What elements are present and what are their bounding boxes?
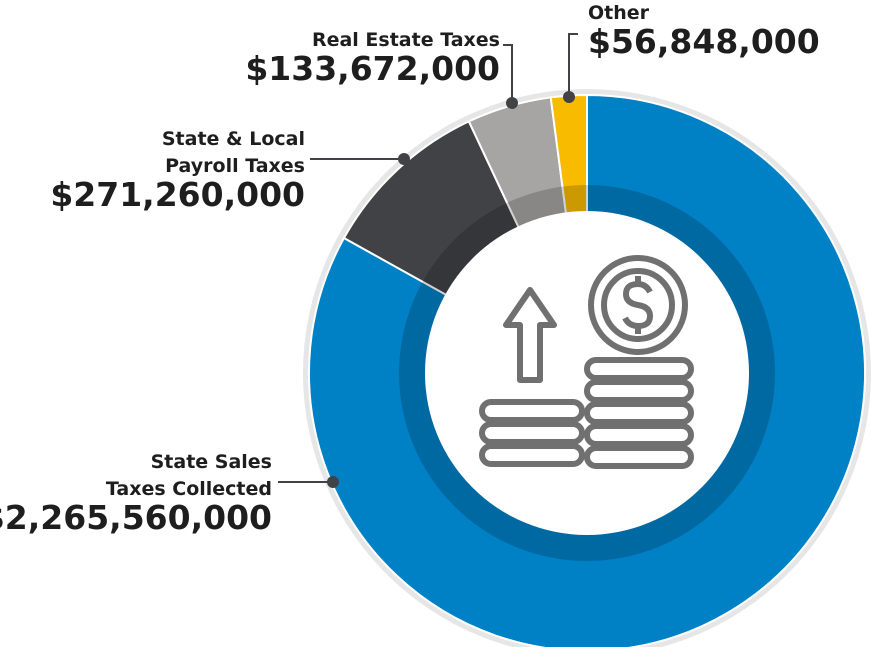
category-label: Real Estate Taxes <box>312 29 500 51</box>
value-label: $271,260,000 <box>50 175 305 214</box>
leader-dot <box>506 97 518 109</box>
category-label: Taxes Collected <box>106 478 272 500</box>
leader-dot <box>563 91 575 103</box>
money-icon <box>479 255 694 469</box>
category-label: State Sales <box>151 451 272 473</box>
value-label: $2,265,560,000 <box>0 498 272 537</box>
category-label: State & Local <box>162 128 305 150</box>
category-label: Other <box>588 2 650 24</box>
leader-line <box>503 44 513 103</box>
leader-dot <box>327 476 339 488</box>
value-label: $56,848,000 <box>588 22 820 61</box>
value-label: $133,672,000 <box>245 49 500 88</box>
leader-dot <box>398 153 410 165</box>
slices <box>308 93 866 647</box>
leader-line <box>568 33 578 97</box>
category-label: Payroll Taxes <box>165 155 305 177</box>
